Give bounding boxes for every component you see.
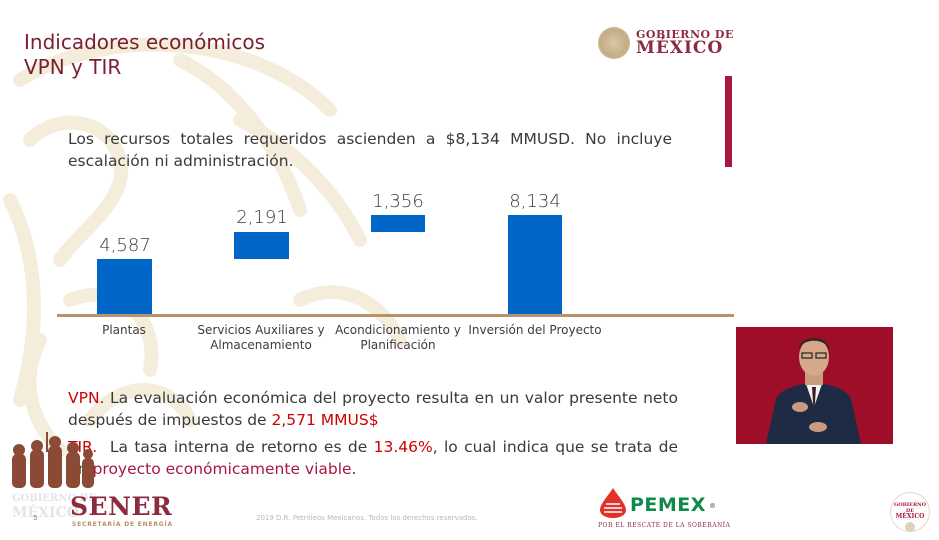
bar-inversion bbox=[508, 215, 562, 315]
gobierno-mexico-logo: GOBIERNO DE MÉXICO bbox=[598, 27, 734, 59]
page-title: Indicadores económicos VPN y TIR bbox=[24, 30, 265, 80]
interpreter-figure bbox=[766, 338, 861, 444]
vpn-paragraph: VPN. La evaluación económica del proyect… bbox=[68, 387, 678, 431]
pemex-tagline: POR EL RESCATE DE LA SOBERANÍA bbox=[598, 522, 731, 529]
value-label: 2,191 bbox=[236, 207, 288, 228]
badge-line-1: GOBIERNO DE bbox=[893, 502, 927, 514]
national-heroes-illustration-icon bbox=[12, 432, 94, 488]
category-label: Servicios Auxiliares y Almacenamiento bbox=[197, 323, 325, 352]
gobierno-mexico-badge: GOBIERNO DE MÉXICO bbox=[890, 492, 930, 532]
sener-wordmark: SENER bbox=[70, 492, 173, 521]
badge-line-2: MÉXICO bbox=[895, 513, 925, 520]
copyright-text: 2019 D.R. Petróleos Mexicanos. Todos los… bbox=[256, 514, 478, 522]
registered-mark: ® bbox=[708, 501, 717, 510]
value-label: 1,356 bbox=[372, 191, 424, 212]
gob-ghost-line-2: MÉXICO bbox=[12, 505, 79, 521]
vpn-label: VPN bbox=[68, 389, 100, 407]
vpn-value: 2,571 MMUS$ bbox=[271, 411, 379, 429]
tir-highlight: proyecto económicamente viable bbox=[92, 460, 352, 478]
pemex-flame-icon bbox=[600, 488, 626, 518]
value-label: 8,134 bbox=[509, 191, 561, 212]
tir-text-end: . bbox=[351, 460, 357, 478]
tir-text: La tasa interna de retorno es de bbox=[97, 438, 374, 456]
logo-line-1: GOBIERNO DE bbox=[636, 28, 734, 41]
pemex-word: PEMEX bbox=[630, 494, 706, 516]
bar-acondicionamiento bbox=[371, 215, 425, 232]
bar-servicios bbox=[234, 232, 289, 259]
page-number: 5 bbox=[33, 514, 38, 522]
sener-logo: GOBIERNO DE MÉXICO SENER SECRETARÍA DE E… bbox=[8, 432, 172, 528]
intro-text: Los recursos totales requeridos asciende… bbox=[68, 130, 672, 170]
tir-paragraph: TIR. La tasa interna de retorno es de 13… bbox=[68, 436, 678, 480]
badge-seal-icon bbox=[905, 522, 915, 532]
sign-language-interpreter-video bbox=[736, 327, 893, 444]
category-label: Inversión del Proyecto bbox=[468, 323, 602, 337]
accent-bar bbox=[725, 76, 732, 167]
bar-plantas bbox=[97, 259, 152, 315]
sener-subtitle: SECRETARÍA DE ENERGÍA bbox=[72, 521, 174, 528]
gob-ghost-line-1: GOBIERNO DE bbox=[12, 493, 96, 504]
x-axis-line bbox=[57, 314, 734, 317]
value-label: 4,587 bbox=[99, 235, 151, 256]
title-line-1: Indicadores económicos bbox=[24, 30, 266, 54]
vpn-text: . La evaluación económica del proyecto r… bbox=[68, 389, 678, 429]
title-line-2: VPN y TIR bbox=[24, 55, 122, 79]
national-seal-icon bbox=[598, 27, 630, 59]
logo-line-2: MÉXICO bbox=[636, 38, 724, 58]
pemex-wordmark: PEMEX ® bbox=[630, 494, 716, 516]
waterfall-chart: 4,587 2,191 1,356 8,134 Plantas Servicio… bbox=[57, 190, 734, 360]
category-label: Acondicionamiento y Planificación bbox=[335, 323, 461, 352]
tir-value: 13.46% bbox=[373, 438, 433, 456]
category-label: Plantas bbox=[102, 323, 146, 337]
gobierno-ghost-logo: GOBIERNO DE MÉXICO bbox=[12, 492, 96, 520]
